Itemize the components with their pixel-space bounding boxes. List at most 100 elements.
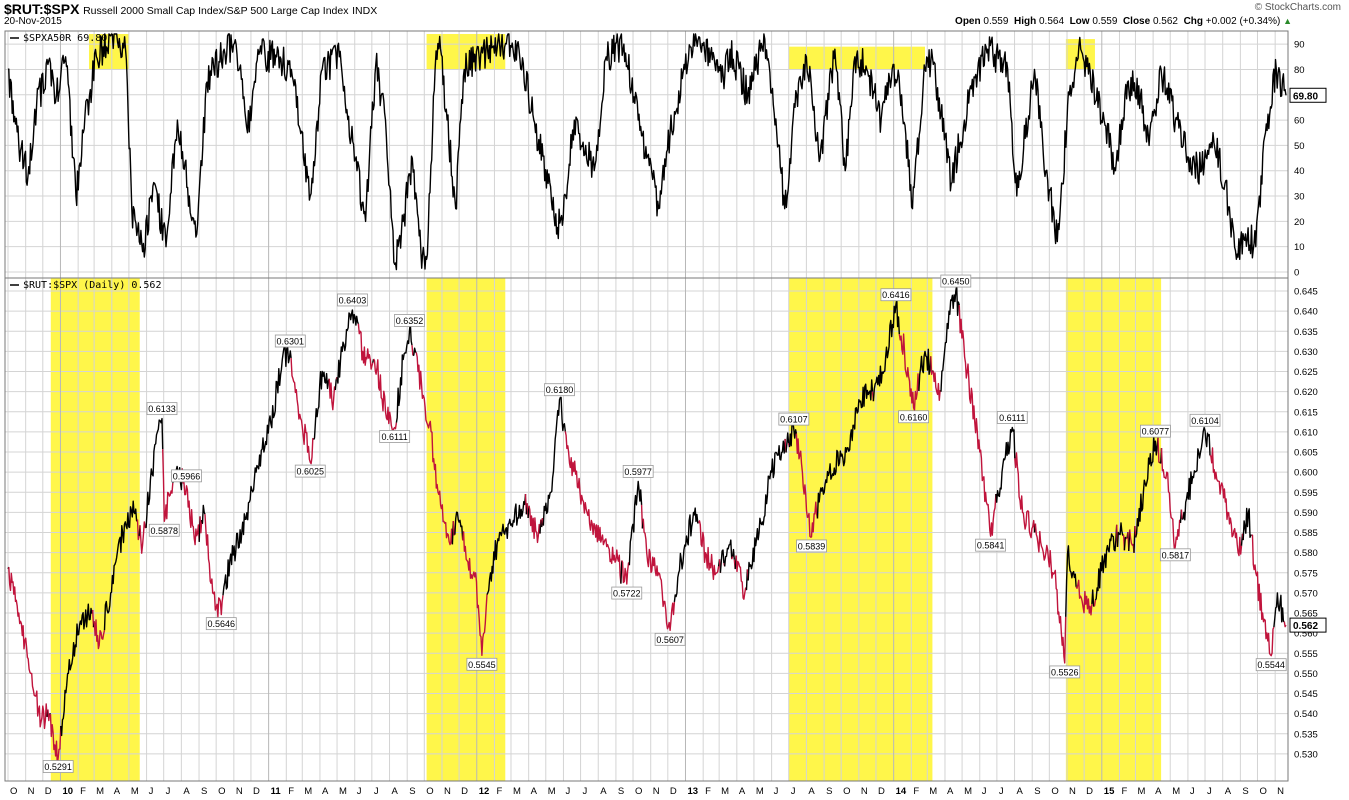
highlight-zone <box>1065 278 1162 781</box>
series-line <box>1125 537 1128 540</box>
y-tick-label: 0.550 <box>1294 669 1318 680</box>
y-tick-label: 0.610 <box>1294 427 1318 438</box>
series-line <box>898 333 920 411</box>
up-triangle-icon: ▲ <box>1283 16 1292 26</box>
y-tick-label: 0.555 <box>1294 649 1318 660</box>
x-tick-label: M <box>339 786 347 797</box>
data-label-box <box>146 402 178 416</box>
y-tick-label: 0.590 <box>1294 508 1318 519</box>
series-line <box>1283 621 1287 628</box>
x-tick-label: J <box>583 786 588 797</box>
series-line <box>940 284 960 392</box>
chart-title: $RUT:$SPX Russell 2000 Small Cap Index/S… <box>4 1 377 17</box>
data-label-box <box>294 464 326 478</box>
data-label-box <box>622 465 654 478</box>
x-tick-label: A <box>392 786 399 797</box>
x-tick-label: N <box>653 786 660 797</box>
data-label: 0.6416 <box>882 290 910 300</box>
series-line <box>1209 447 1243 557</box>
x-tick-label: A <box>322 786 329 797</box>
series-line <box>412 347 417 357</box>
y-tick-label: 0.635 <box>1294 327 1318 338</box>
series-line <box>136 519 140 541</box>
y-tick-label: 0.575 <box>1294 568 1318 579</box>
data-label-box <box>394 314 425 327</box>
data-label-box <box>274 334 306 348</box>
series-line <box>995 426 1016 503</box>
symbol-label: $RUT:$SPX <box>4 1 80 17</box>
series-line <box>462 531 488 656</box>
x-tick-label: 13 <box>687 786 698 797</box>
y-tick-label: 0.640 <box>1294 307 1318 318</box>
data-label-box <box>611 586 643 600</box>
x-tick-label: A <box>114 786 121 797</box>
data-label: 0.5545 <box>468 660 496 670</box>
y-tick-label: 0.625 <box>1294 367 1318 378</box>
series-line <box>145 417 164 528</box>
x-tick-label: N <box>236 786 243 797</box>
series-line <box>452 521 456 536</box>
series-line <box>958 305 997 537</box>
series-line <box>1065 545 1077 617</box>
y-tick-label: 0.530 <box>1294 749 1318 760</box>
x-tick-label: D <box>45 786 52 797</box>
last-value-text: 69.80 <box>1293 91 1318 102</box>
x-tick-label: J <box>774 786 779 797</box>
series-line <box>395 322 413 423</box>
x-tick-label: A <box>531 786 538 797</box>
exchange-label: INDX <box>352 5 378 17</box>
data-label-box <box>1255 658 1287 672</box>
data-label-box <box>996 411 1028 424</box>
series-line <box>1242 507 1252 541</box>
series-line <box>795 433 819 538</box>
data-label: 0.6403 <box>339 295 367 305</box>
panel-frame <box>4 277 1289 782</box>
x-tick-label: F <box>496 786 502 797</box>
data-label: 0.5817 <box>1162 550 1190 560</box>
stockcharts-logo: © StockCharts.com <box>1254 2 1341 13</box>
x-tick-label: N <box>28 786 35 797</box>
data-label-box <box>1140 424 1171 438</box>
y-tick-label: 0.580 <box>1294 548 1318 559</box>
panel-title: $RUT:$SPX (Daily) 0.562 <box>23 280 161 291</box>
x-tick-label: A <box>1017 786 1024 797</box>
data-label: 0.6450 <box>942 277 970 287</box>
series-line <box>735 555 748 600</box>
data-label: 0.5966 <box>173 471 201 481</box>
x-tick-label: J <box>1207 786 1212 797</box>
series-line <box>816 379 874 519</box>
x-tick-label: M <box>513 786 521 797</box>
series-line <box>60 603 94 737</box>
x-tick-label: O <box>1259 786 1266 797</box>
series-line <box>542 396 566 526</box>
x-axis: O N D 10 F M A M J J A S O N D 11 F M A M J J A S O N D 12 F M A M J J A S O… <box>10 786 1284 797</box>
data-label: 0.5722 <box>613 589 641 599</box>
series-line <box>328 378 336 411</box>
quote-bar: Open 0.559 High 0.564 Low 0.559 Close 0.… <box>955 16 1292 27</box>
x-tick-label: M <box>929 786 937 797</box>
y-tick-label: 0.570 <box>1294 588 1318 599</box>
y-tick-label: 90 <box>1294 40 1305 51</box>
open-label: Open <box>955 16 981 27</box>
highlight-zone <box>50 278 140 781</box>
highlight-zone <box>426 278 506 781</box>
x-tick-label: A <box>183 786 190 797</box>
series-line <box>673 507 699 602</box>
low-label: Low <box>1069 16 1090 27</box>
series-line <box>932 370 942 401</box>
series-line <box>290 357 315 465</box>
series-line <box>1116 522 1124 547</box>
data-label: 0.6180 <box>546 385 574 395</box>
data-label-box <box>975 538 1006 552</box>
x-tick-label: A <box>739 786 746 797</box>
data-label-box <box>654 632 686 646</box>
x-tick-label: M <box>1172 786 1180 797</box>
series-line <box>162 449 174 522</box>
data-label-box <box>880 288 912 302</box>
x-tick-label: M <box>1137 786 1145 797</box>
rut-spx-panel: 0.530 0.535 0.540 0.545 0.550 0.555 0.560 0.565… <box>4 274 1327 782</box>
data-label-box <box>544 383 575 397</box>
y-tick-label: 0 <box>1294 268 1299 279</box>
series-line <box>139 521 147 554</box>
y-tick-label: 0.535 <box>1294 729 1318 740</box>
